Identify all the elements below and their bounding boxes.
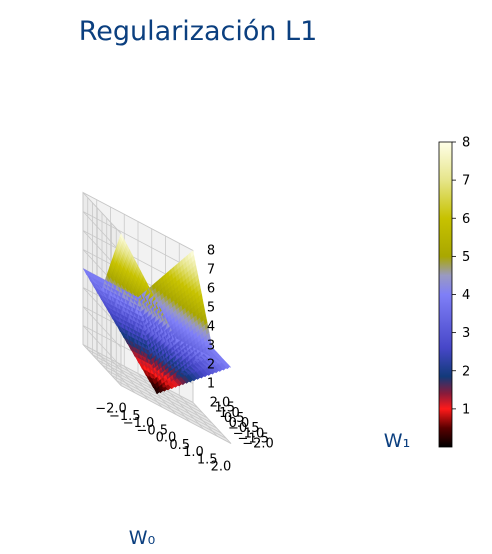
chart-title: Regularización L1 bbox=[79, 16, 318, 47]
x-tick-label: −1.5 bbox=[109, 409, 141, 424]
z-tick-label: 8 bbox=[207, 244, 215, 259]
colorbar-tick-label: 3 bbox=[462, 326, 470, 341]
back-grid-line bbox=[82, 211, 194, 270]
side-grid-line bbox=[82, 325, 122, 367]
side-grid-line bbox=[82, 211, 122, 253]
surface-facet bbox=[219, 368, 224, 373]
surface-mesh bbox=[82, 233, 232, 395]
y-tick-label: 1.0 bbox=[219, 406, 240, 421]
colorbar-bar bbox=[438, 141, 453, 448]
surface-facet bbox=[189, 379, 195, 383]
z-tick-label: 5 bbox=[207, 301, 215, 316]
surface-facet bbox=[216, 369, 221, 373]
z-tick-label: 7 bbox=[207, 263, 215, 278]
surface-facet bbox=[164, 388, 169, 392]
floor-grid-line bbox=[120, 385, 232, 444]
surface-facet bbox=[182, 381, 187, 386]
x-tick-label: −2.0 bbox=[95, 402, 127, 417]
z-tick-label: 4 bbox=[207, 320, 215, 335]
x-tick-label: 1.5 bbox=[197, 452, 218, 467]
surface-facet bbox=[223, 367, 228, 371]
surface-facet bbox=[167, 387, 172, 391]
colorbar-tick-label: 7 bbox=[462, 174, 470, 189]
colorbar-tick-label: 4 bbox=[462, 288, 470, 303]
side-grid-line bbox=[82, 306, 122, 348]
x-tick-label: −1.0 bbox=[123, 416, 155, 431]
surface-facet bbox=[156, 390, 161, 395]
colorbar-tick-label: 8 bbox=[462, 136, 470, 151]
y-tick-label: 1.5 bbox=[214, 401, 235, 416]
surface-facet bbox=[204, 373, 209, 377]
colorbar-tick-label: 6 bbox=[462, 212, 470, 227]
surface-facet bbox=[193, 377, 198, 382]
surface-facet bbox=[212, 371, 217, 375]
surface-facet bbox=[201, 375, 206, 379]
floor-grid-line bbox=[87, 349, 198, 408]
floor-grid-line bbox=[106, 369, 217, 429]
surface-facet bbox=[186, 380, 191, 384]
x-tick-label: 0.5 bbox=[169, 438, 190, 453]
y-tick-label: 0.0 bbox=[229, 416, 250, 431]
surface-facet bbox=[171, 385, 176, 390]
x-tick-label: −0.5 bbox=[136, 423, 168, 438]
y-tick-label: −2.0 bbox=[242, 437, 274, 452]
back-grid-line bbox=[82, 192, 194, 251]
colorbar-ticks: 1 2 3 4 5 6 7 8 bbox=[452, 136, 470, 417]
surface-facet bbox=[175, 384, 180, 388]
surface-facet bbox=[178, 383, 184, 387]
colorbar-tick-label: 5 bbox=[462, 250, 470, 265]
floor-grid-line bbox=[97, 359, 208, 419]
floor-grid-line bbox=[92, 354, 203, 414]
y-tick-label: −1.0 bbox=[233, 426, 265, 441]
z-tick-label: 3 bbox=[207, 339, 215, 354]
floor-grid-line bbox=[116, 380, 227, 439]
z-tick-label: 1 bbox=[207, 377, 215, 392]
floor-grid-line bbox=[82, 344, 194, 403]
x-tick-label: 2.0 bbox=[211, 460, 232, 475]
colorbar: 1 2 3 4 5 6 7 8 bbox=[438, 136, 470, 448]
colorbar-tick-label: 1 bbox=[462, 402, 470, 417]
surface-facet bbox=[160, 389, 165, 393]
y-tick-label: 2.0 bbox=[210, 396, 231, 411]
x-tick-label: 1.0 bbox=[183, 445, 204, 460]
z-tick-label: 6 bbox=[207, 282, 215, 297]
x-axis-label: W₀ bbox=[129, 527, 155, 549]
y-tick-label: −0.5 bbox=[228, 421, 260, 436]
y-tick-label: −1.5 bbox=[237, 431, 269, 446]
x-tick-label: 0.0 bbox=[156, 431, 177, 446]
tick-labels: −2.0−1.5−1.0−0.50.00.51.01.52.0−2.0−1.5−… bbox=[95, 244, 274, 475]
surface-facet bbox=[208, 372, 213, 377]
y-axis-label: W₁ bbox=[384, 430, 410, 452]
surface-facet bbox=[226, 365, 232, 370]
y-tick-label: 0.5 bbox=[224, 411, 245, 426]
side-grid-line bbox=[82, 192, 122, 234]
surface-facet bbox=[197, 376, 202, 380]
floor-grid-line bbox=[111, 374, 222, 434]
colorbar-tick-label: 2 bbox=[462, 364, 470, 379]
z-tick-label: 2 bbox=[207, 358, 215, 373]
